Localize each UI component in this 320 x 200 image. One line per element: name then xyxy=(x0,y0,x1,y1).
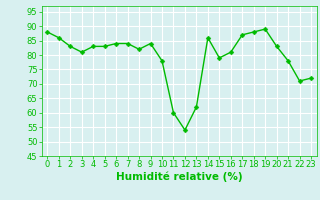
X-axis label: Humidité relative (%): Humidité relative (%) xyxy=(116,172,243,182)
